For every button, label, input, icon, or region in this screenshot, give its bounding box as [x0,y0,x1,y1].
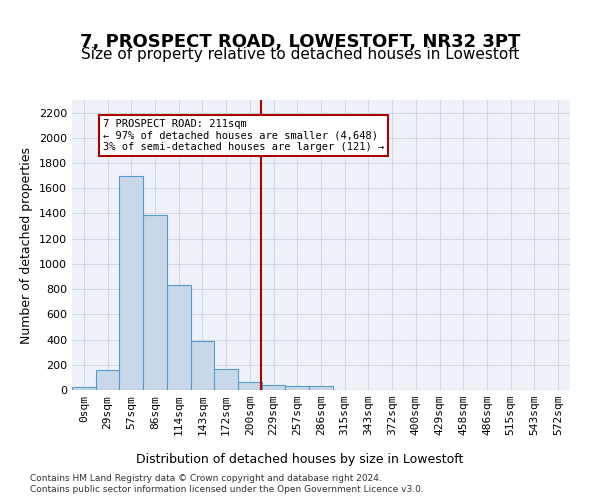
Bar [309,386,333,390]
Bar [214,369,238,390]
Text: Contains public sector information licensed under the Open Government Licence v3: Contains public sector information licen… [30,485,424,494]
Y-axis label: Number of detached properties: Number of detached properties [20,146,34,344]
Text: 7 PROSPECT ROAD: 211sqm
← 97% of detached houses are smaller (4,648)
3% of semi-: 7 PROSPECT ROAD: 211sqm ← 97% of detache… [103,119,384,152]
Bar [72,388,96,390]
Text: Distribution of detached houses by size in Lowestoft: Distribution of detached houses by size … [136,452,464,466]
Bar [262,385,286,390]
Bar [143,214,167,390]
Text: Size of property relative to detached houses in Lowestoft: Size of property relative to detached ho… [81,48,519,62]
Bar [238,382,262,390]
Text: Contains HM Land Registry data © Crown copyright and database right 2024.: Contains HM Land Registry data © Crown c… [30,474,382,483]
Bar [96,370,119,390]
Bar [286,386,309,390]
Bar [167,284,191,390]
Text: 7, PROSPECT ROAD, LOWESTOFT, NR32 3PT: 7, PROSPECT ROAD, LOWESTOFT, NR32 3PT [80,32,520,50]
Bar [119,176,143,390]
Bar [191,342,214,390]
